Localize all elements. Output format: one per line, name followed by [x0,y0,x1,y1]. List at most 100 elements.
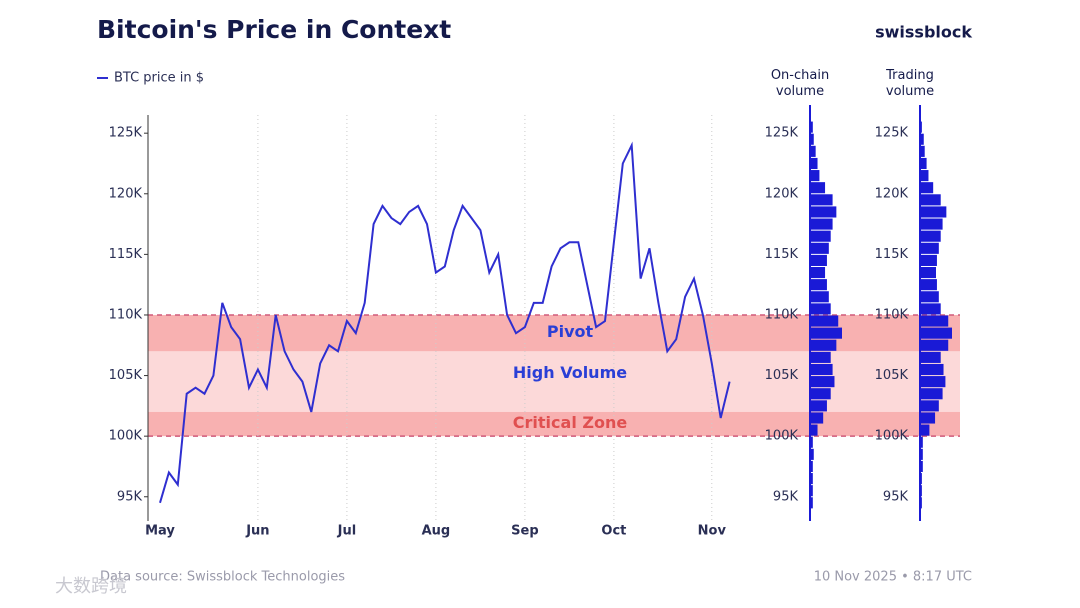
volume-bar [810,242,829,254]
profile-tick-label: 95K [883,489,909,504]
volume-bar [810,315,839,327]
volume-bar [920,388,943,400]
volume-bar [810,182,826,194]
legend-label: BTC price in $ [114,71,204,86]
profile-tick-label: 110K [765,307,799,322]
profile-title: Trading volume [885,68,935,99]
zone-label: Critical Zone [512,413,628,433]
volume-bar [810,303,831,315]
x-tick-label: Sep [511,524,539,539]
volume-bar [920,254,937,266]
volume-bar [810,170,820,182]
profile-tick-label: 95K [773,489,799,504]
volume-bar [920,376,946,388]
volume-bar [920,218,943,230]
volume-bar [920,412,936,424]
volume-bar [920,315,949,327]
volume-bar [920,230,941,242]
volume-bar [810,436,813,448]
profile-tick-label: 120K [765,186,799,201]
volume-bar [920,170,929,182]
volume-bar [810,473,813,485]
zone-label: Pivot [546,322,594,342]
y-tick-label: 120K [109,186,143,201]
volume-bar [920,424,930,436]
zone-label: High Volume [512,362,628,382]
profile-tick-label: 115K [765,247,799,262]
volume-bar [920,351,941,363]
y-tick-label: 95K [117,489,143,504]
volume-bar [810,388,831,400]
volume-bar [810,218,833,230]
profile-tick-label: 105K [765,368,799,383]
profile-title: On-chain volume [770,68,830,99]
x-tick-label: Aug [422,524,451,539]
volume-bar [810,121,813,133]
y-tick-label: 115K [109,247,143,262]
volume-bar [810,424,818,436]
y-tick-label: 125K [109,126,143,141]
x-tick-label: Nov [698,524,727,539]
volume-bar [810,448,814,460]
brand: swissblock [875,23,972,42]
profile-tick-label: 125K [765,126,799,141]
profile-tick-label: 110K [875,307,909,322]
watermark: 大数跨境 [55,576,127,597]
volume-bar [810,363,833,376]
volume-bar [810,485,813,497]
volume-bar [810,497,813,509]
volume-bar [810,291,829,303]
price-line [159,141,731,504]
volume-bar [810,351,831,363]
volume-bar [810,194,833,206]
volume-bar [920,206,947,218]
volume-bar [810,133,814,145]
volume-bar [920,400,939,412]
profile-tick-label: 120K [875,186,909,201]
volume-bar [920,291,939,303]
volume-bar [920,279,937,291]
y-tick-label: 110K [109,307,143,322]
volume-bar [920,363,944,376]
volume-bar [810,279,827,291]
volume-bar [920,182,934,194]
volume-bar [810,230,831,242]
y-tick-label: 105K [109,368,143,383]
volume-bar [810,157,818,170]
volume-bar [810,376,835,388]
timestamp: 10 Nov 2025 • 8:17 UTC [814,570,972,585]
x-tick-label: May [145,524,175,539]
profile-tick-label: 115K [875,247,909,262]
volume-bar [810,206,837,218]
volume-bar [920,242,939,254]
volume-bar [810,460,813,473]
volume-bar [810,266,826,279]
y-tick-label: 100K [109,429,143,444]
volume-bar [810,400,827,412]
volume-bar [920,448,923,460]
volume-bar [920,133,924,145]
title: Bitcoin's Price in Context [97,15,451,44]
volume-bar [920,339,949,351]
x-tick-label: Oct [601,524,626,539]
zone [148,411,960,437]
profile-tick-label: 100K [875,429,909,444]
volume-bar [920,157,927,170]
x-tick-label: Jun [245,524,269,539]
volume-bar [810,412,824,424]
source: Data source: Swissblock Technologies [100,570,345,585]
profile-tick-label: 100K [765,429,799,444]
volume-bar [810,145,816,157]
volume-bar [920,460,923,473]
x-tick-label: Jul [337,524,357,539]
volume-bar [920,266,936,279]
profile-tick-label: 125K [875,126,909,141]
profile-tick-label: 105K [875,368,909,383]
volume-bar [920,327,952,339]
volume-bar [810,327,842,339]
volume-bar [920,303,941,315]
volume-bar [810,339,837,351]
volume-bar [920,436,923,448]
